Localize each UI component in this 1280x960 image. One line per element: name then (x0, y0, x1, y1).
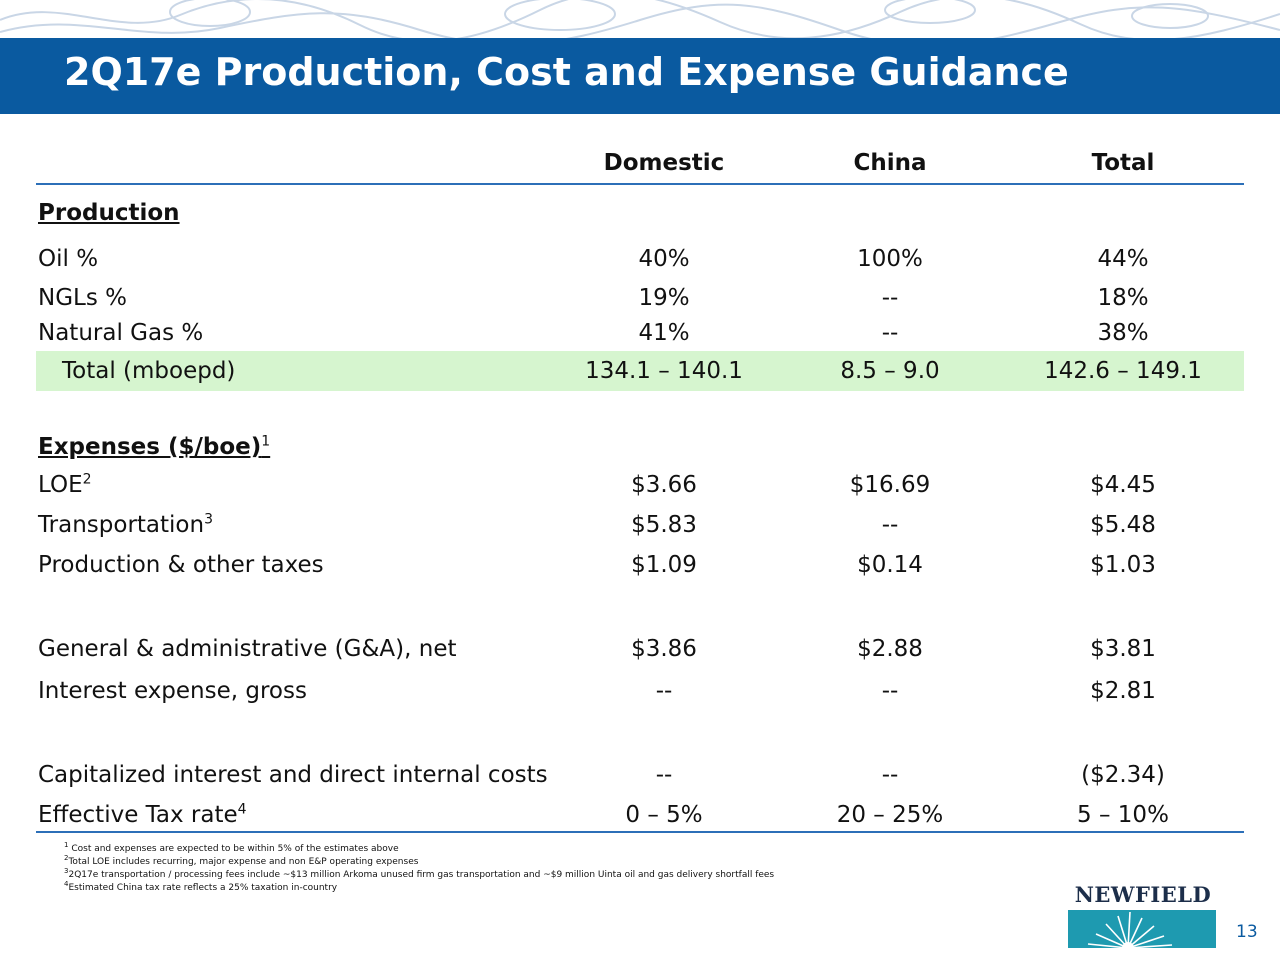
row-label-g-and-a: General & administrative (G&A), net (38, 636, 457, 662)
footnote-3: 32Q17e transportation / processing fees … (64, 867, 775, 881)
footnote-ref: 2 (82, 471, 92, 488)
footnote-number: 4 (64, 880, 69, 888)
cell-tax-total: 5 – 10% (1077, 802, 1169, 828)
row-label-oil: Oil % (38, 246, 99, 272)
cell-total-domestic: 134.1 – 140.1 (585, 358, 743, 384)
cell-ga-domestic: $3.86 (631, 636, 697, 662)
cell-capitalized-domestic: -- (655, 762, 673, 788)
footnote-number: 3 (64, 867, 69, 875)
title-banner (0, 38, 1280, 114)
topographic-header-pattern (0, 0, 1280, 40)
total-row-highlight (36, 351, 1244, 391)
cell-gas-domestic: 41% (638, 320, 690, 346)
cell-gas-china: -- (881, 320, 899, 346)
cell-taxes-total: $1.03 (1090, 552, 1156, 578)
cell-total-total: 142.6 – 149.1 (1044, 358, 1202, 384)
cell-transportation-china: -- (881, 512, 899, 538)
cell-ngls-domestic: 19% (638, 285, 690, 311)
row-label-effective-tax-rate: Effective Tax rate4 (38, 802, 247, 828)
cell-total-china: 8.5 – 9.0 (840, 358, 940, 384)
cell-tax-china: 20 – 25% (836, 802, 944, 828)
header-rule (36, 183, 1244, 185)
footnote-ref: 4 (237, 801, 247, 818)
cell-ga-china: $2.88 (857, 636, 923, 662)
row-label-ngls: NGLs % (38, 285, 127, 311)
cell-oil-china: 100% (857, 246, 923, 272)
transportation-label-text: Transportation (38, 512, 205, 538)
company-logo-text: NEWFIELD (1074, 882, 1212, 907)
cell-taxes-domestic: $1.09 (631, 552, 697, 578)
column-header-domestic: Domestic (603, 150, 725, 176)
column-header-china: China (853, 150, 927, 176)
footnote-text: Total LOE includes recurring, major expe… (68, 857, 419, 867)
cell-capitalized-china: -- (881, 762, 899, 788)
cell-taxes-china: $0.14 (857, 552, 923, 578)
expenses-heading-text: Expenses ($/boe) (38, 434, 262, 460)
production-heading: Production (38, 200, 180, 226)
cell-interest-total: $2.81 (1090, 678, 1156, 704)
cell-capitalized-total: ($2.34) (1081, 762, 1165, 788)
cell-oil-domestic: 40% (638, 246, 690, 272)
footnote-number: 1 (64, 841, 69, 849)
expenses-heading: Expenses ($/boe)1 (38, 434, 270, 460)
row-label-natural-gas: Natural Gas % (38, 320, 204, 346)
cell-transportation-domestic: $5.83 (631, 512, 697, 538)
loe-label-text: LOE (38, 472, 83, 498)
cell-interest-domestic: -- (655, 678, 673, 704)
cell-tax-domestic: 0 – 5% (625, 802, 703, 828)
row-label-total-mboepd: Total (mboepd) (62, 358, 236, 384)
footnote-4: 4Estimated China tax rate reflects a 25%… (64, 880, 338, 894)
footnote-number: 2 (64, 854, 69, 862)
cell-transportation-total: $5.48 (1090, 512, 1156, 538)
page-title: 2Q17e Production, Cost and Expense Guida… (64, 50, 1069, 94)
row-label-capitalized-interest: Capitalized interest and direct internal… (38, 762, 548, 788)
footnote-text: 2Q17e transportation / processing fees i… (68, 870, 775, 880)
footer-rule (36, 831, 1244, 833)
cell-loe-china: $16.69 (849, 472, 931, 498)
row-label-interest-expense: Interest expense, gross (38, 678, 307, 704)
cell-loe-domestic: $3.66 (631, 472, 697, 498)
footnote-ref: 1 (261, 433, 271, 450)
footnote-text: Cost and expenses are expected to be wit… (71, 844, 399, 854)
footnote-1: 1 Cost and expenses are expected to be w… (64, 841, 399, 855)
cell-loe-total: $4.45 (1090, 472, 1156, 498)
row-label-production-taxes: Production & other taxes (38, 552, 324, 578)
cell-gas-total: 38% (1097, 320, 1149, 346)
cell-oil-total: 44% (1097, 246, 1149, 272)
company-logo-starburst-icon (1068, 910, 1216, 948)
cell-ngls-china: -- (881, 285, 899, 311)
column-header-total: Total (1091, 150, 1155, 176)
footnote-text: Estimated China tax rate reflects a 25% … (68, 883, 338, 893)
row-label-loe: LOE2 (38, 472, 92, 498)
row-label-transportation: Transportation3 (38, 512, 213, 538)
cell-ngls-total: 18% (1097, 285, 1149, 311)
cell-ga-total: $3.81 (1090, 636, 1156, 662)
page-number: 13 (1236, 922, 1258, 942)
footnote-ref: 3 (204, 511, 213, 528)
tax-rate-label-text: Effective Tax rate (38, 802, 238, 828)
cell-interest-china: -- (881, 678, 899, 704)
footnote-2: 2Total LOE includes recurring, major exp… (64, 854, 419, 868)
